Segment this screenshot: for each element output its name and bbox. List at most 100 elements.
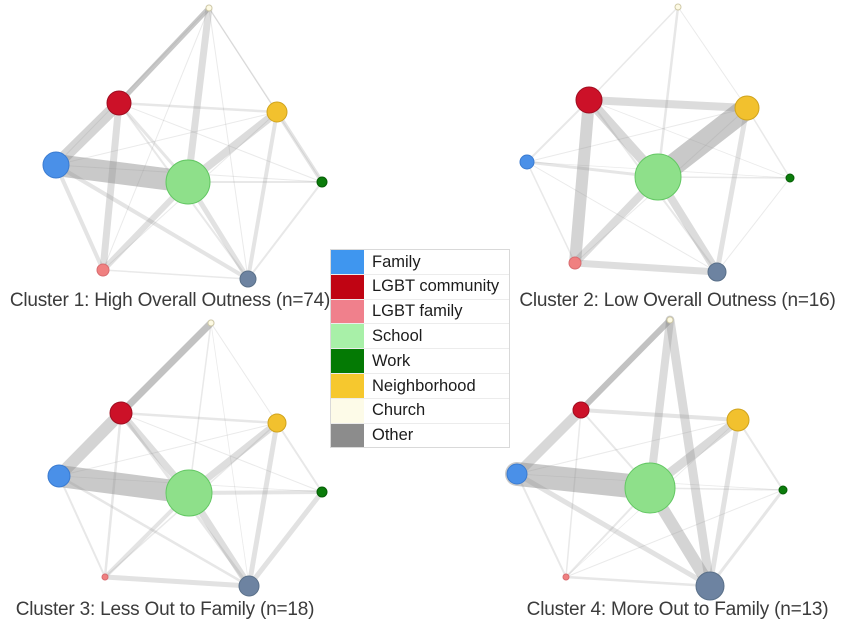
legend: Family LGBT community LGBT family School Wor… [330, 249, 510, 449]
edge-family-lgbt_family [516, 473, 567, 578]
legend-label: LGBT family [372, 302, 463, 321]
edge-work-neighborhood [737, 419, 784, 491]
edge-church-other [210, 322, 250, 587]
legend-swatch-neighborhood [331, 373, 364, 398]
legend-item: Family [331, 250, 509, 274]
edge-neighborhood-other [714, 105, 750, 275]
node-family [506, 463, 528, 485]
legend-label: Family [372, 252, 421, 271]
edge-work-neighborhood [746, 107, 791, 179]
edge-family-lgbt_community [512, 405, 586, 479]
node-church [205, 4, 213, 12]
cluster-1-caption: Cluster 1: High Overall Outness (n=74) [9, 290, 331, 311]
node-school [634, 153, 682, 201]
legend-label: LGBT community [372, 277, 500, 296]
legend-swatch-work [331, 349, 364, 373]
edge-family-neighborhood [55, 111, 278, 166]
node-neighborhood [267, 413, 287, 433]
edge-family-other [526, 161, 718, 273]
edge-lgbt_community-neighborhood [585, 96, 751, 112]
node-family [42, 151, 70, 179]
edge-family-lgbt_family [54, 163, 105, 272]
cluster-3-caption: Cluster 3: Less Out to Family (n=18) [15, 599, 315, 620]
edge-church-lgbt_community [578, 317, 673, 413]
edge-work-other [246, 489, 325, 589]
edge-family-neighborhood [58, 422, 278, 477]
legend-swatch-lgbt-family [331, 299, 364, 324]
node-neighborhood [726, 408, 750, 432]
edge-neighborhood-work [276, 422, 323, 493]
edge-lgbt_community-family [50, 97, 125, 171]
edge-family-other [54, 163, 250, 281]
edge-church-neighborhood [208, 7, 278, 113]
edge-work-lgbt_community [588, 99, 791, 179]
edge-family-lgbt_family [526, 161, 576, 264]
node-lgbt_family [96, 263, 110, 277]
edge-church-school [646, 316, 674, 492]
node-lgbt_community [109, 401, 133, 425]
legend-item: LGBT community [331, 273, 509, 299]
legend-item: Other [331, 422, 509, 448]
edge-church-neighborhood [210, 322, 278, 424]
node-work [316, 486, 328, 498]
node-school [165, 469, 213, 517]
edge-church-lgbt_community [117, 319, 215, 417]
node-other [238, 575, 260, 597]
node-neighborhood [734, 95, 760, 121]
node-neighborhood [266, 101, 288, 123]
node-work [778, 485, 788, 495]
legend-swatch-other [331, 423, 364, 448]
node-family [47, 464, 71, 488]
legend-swatch-school [331, 324, 364, 349]
cluster-3-network [0, 310, 340, 602]
legend-item: Church [331, 397, 509, 423]
node-other [239, 270, 257, 288]
edge-lgbt_community-work [118, 102, 323, 183]
cluster-2-network [510, 0, 850, 292]
edge-lgbt_family-other [571, 259, 721, 276]
legend-label: Work [372, 351, 411, 370]
node-school [165, 159, 211, 205]
legend-swatch-family [331, 250, 364, 274]
edge-work-other [708, 488, 785, 588]
edge-lgbt_community-lgbt_family [103, 411, 123, 579]
edge-church-lgbt_family [102, 7, 210, 271]
node-lgbt_community [106, 90, 132, 116]
edge-neighborhood-other [707, 417, 741, 589]
edge-work-other [247, 181, 323, 280]
node-family [519, 154, 535, 170]
edge-church-other [208, 7, 249, 280]
edge-lgbt_community-lgbt_family [565, 409, 582, 578]
edge-lgbt_family-other [564, 575, 712, 588]
node-work [316, 176, 328, 188]
node-lgbt_community [572, 401, 590, 419]
node-lgbt_family [562, 573, 570, 581]
legend-swatch-church [331, 398, 364, 423]
edge-lgbt_family-other [102, 269, 249, 280]
edge-family-lgbt_family [58, 475, 106, 578]
node-school [624, 462, 676, 514]
edge-lgbt_family-other [102, 574, 252, 589]
legend-label: Other [372, 426, 414, 445]
edge-church-school [656, 5, 680, 179]
node-work [785, 173, 795, 183]
edge-lgbt_community-neighborhood [117, 101, 279, 114]
node-lgbt_community [575, 86, 603, 114]
legend-swatch-lgbt-community [331, 274, 364, 299]
edge-family-neighborhood [526, 107, 748, 163]
edge-lgbt_community-family [53, 407, 127, 482]
edge-church-lgbt_community [116, 5, 212, 106]
edge-family-other [57, 474, 251, 588]
node-church [666, 316, 674, 324]
edge-neighborhood-other [246, 110, 279, 281]
edge-lgbt_community-neighborhood [119, 411, 279, 425]
legend-item: School [331, 323, 509, 349]
node-church [674, 3, 682, 11]
cluster-4-caption: Cluster 4: More Out to Family (n=13) [526, 599, 829, 620]
edge-family-neighborhood [516, 419, 739, 475]
legend-item: Neighborhood [331, 372, 509, 398]
edge-work-lgbt_community [120, 412, 323, 493]
edge-neighborhood-other [246, 420, 280, 589]
edge-church-lgbt_community [588, 6, 679, 101]
